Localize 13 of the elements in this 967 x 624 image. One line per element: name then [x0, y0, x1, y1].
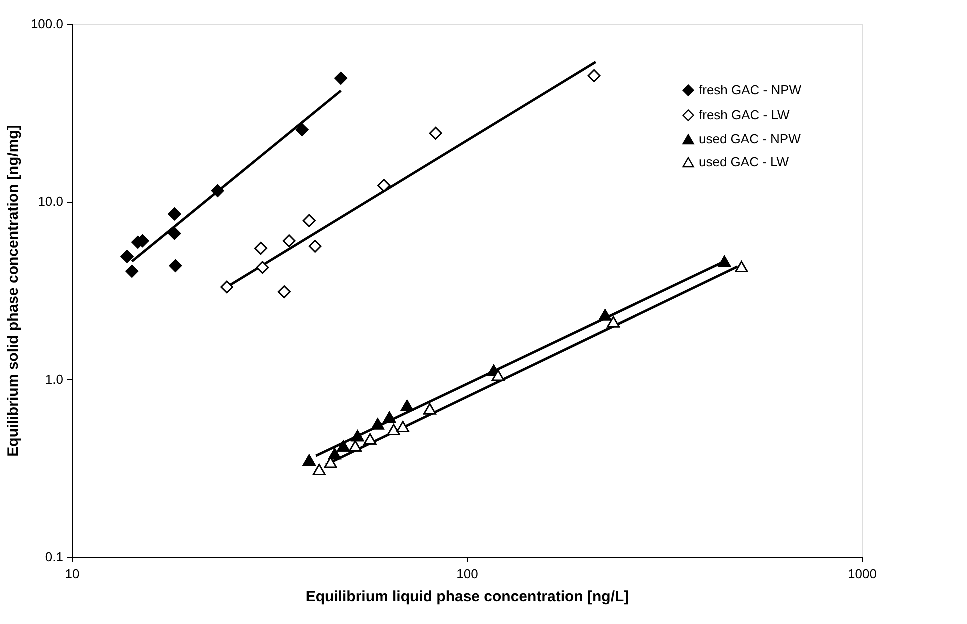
x-tick-label: 1000 [848, 566, 877, 582]
legend-label: used GAC - NPW [699, 132, 802, 146]
y-axis-title: Equilibrium solid phase concentration [ng/mg] [4, 125, 22, 457]
y-tick-label: 10.0 [38, 194, 64, 210]
y-tick-label: 0.1 [45, 550, 64, 564]
y-tick-label: 1.0 [45, 372, 64, 387]
x-tick-label: 10 [65, 566, 80, 582]
x-axis-title: Equilibrium liquid phase concentration [ng/L] [306, 588, 630, 606]
x-tick-label: 100 [456, 566, 478, 582]
legend-label: used GAC - LW [699, 154, 790, 170]
y-tick-label: 100.0 [30, 16, 64, 32]
legend-label: fresh GAC - NPW [699, 82, 802, 98]
legend-label: fresh GAC - LW [699, 108, 790, 122]
